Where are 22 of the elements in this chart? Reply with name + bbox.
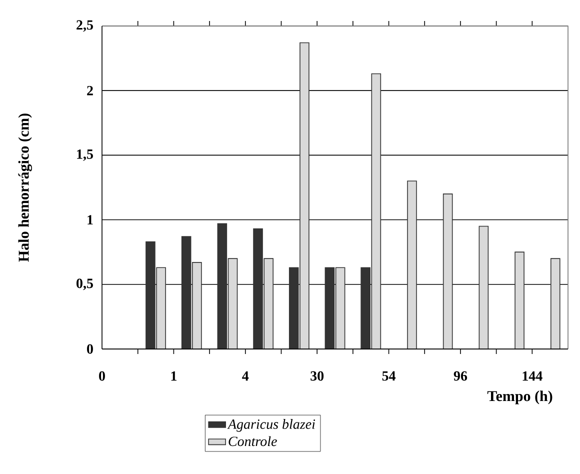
text: 0	[99, 371, 105, 381]
x-axis-title: Tempo (h)	[487, 390, 552, 404]
text: 30	[310, 371, 324, 381]
text: 1	[171, 371, 176, 381]
legend-label: Controle	[228, 436, 277, 446]
legend-label: Agaricus blazei	[227, 419, 316, 432]
text: 4	[242, 371, 249, 381]
y-tick-label: 2	[87, 86, 93, 96]
bar	[442, 194, 453, 350]
bar	[514, 252, 524, 350]
bar	[550, 258, 560, 350]
y-tick-label: 2,5	[76, 20, 93, 32]
y-tick-label: 1,5	[77, 149, 93, 161]
y-tick-label: 0	[87, 344, 93, 354]
y-tick-label: 1	[88, 215, 93, 224]
text: 54	[382, 371, 396, 381]
bar	[407, 180, 417, 350]
y-tick-label: 0,5	[76, 278, 93, 290]
y-axis-title: Halo hemorrágico (cm)	[18, 114, 32, 262]
text: 96	[454, 371, 468, 381]
text: 144	[522, 371, 542, 381]
bar	[478, 226, 489, 350]
